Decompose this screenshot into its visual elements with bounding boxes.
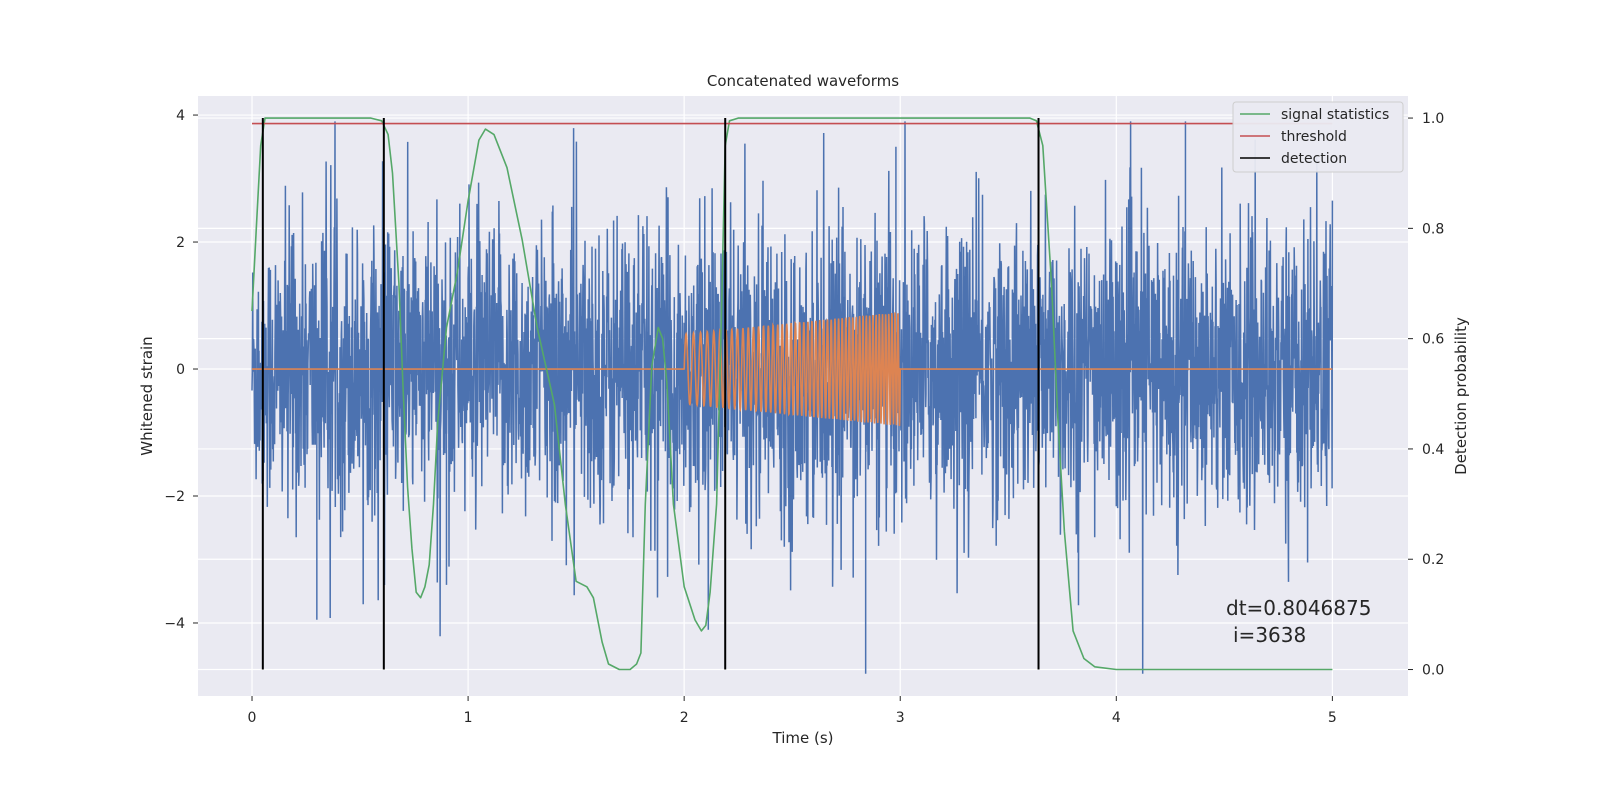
y2-tick-label: 1.0	[1422, 111, 1444, 127]
y-tick-label: −2	[164, 489, 185, 505]
y2-tick-label: 0.4	[1422, 442, 1444, 458]
y2-tick-label: 0.0	[1422, 663, 1444, 679]
series-layer	[251, 117, 1334, 674]
legend-label-threshold: threshold	[1281, 129, 1347, 145]
y-tick-label: 0	[176, 362, 185, 378]
strain-series	[251, 121, 1334, 674]
y-tick-label: 4	[176, 108, 185, 124]
x-tick-label: 3	[896, 710, 905, 726]
annotation-dt: dt=0.8046875	[1226, 596, 1371, 620]
legend-box	[1232, 101, 1404, 173]
x-tick-label: 1	[464, 710, 473, 726]
chart-title: Concatenated waveforms	[707, 72, 899, 90]
y2-tick-label: 0.2	[1422, 552, 1444, 568]
legend: signal statistics threshold detection	[1232, 101, 1404, 173]
annotation-i: i=3638	[1233, 623, 1306, 647]
x-tick-label: 0	[248, 710, 257, 726]
y-axis-label: Whitened strain	[138, 336, 156, 455]
y2-tick-label: 0.8	[1422, 221, 1444, 237]
x-axis-label: Time (s)	[772, 729, 834, 747]
x-tick-label: 2	[680, 710, 689, 726]
y2-tick-label: 0.6	[1422, 332, 1444, 348]
injected-waveform-series	[252, 312, 1333, 427]
signal-statistics-series	[251, 117, 1333, 671]
y2-axis-label: Detection probability	[1452, 317, 1470, 475]
legend-label-signal-statistics: signal statistics	[1281, 107, 1389, 123]
legend-label-detection: detection	[1281, 151, 1347, 167]
y-tick-label: −4	[164, 616, 185, 632]
ticks-layer: 0 1 2 3 4 5 −4 −2 0 2 4 0.0 0.2 0.4 0.6 0.8 1.0	[164, 108, 1444, 726]
x-tick-label: 5	[1328, 710, 1337, 726]
y-tick-label: 2	[176, 235, 185, 251]
x-tick-label: 4	[1112, 710, 1121, 726]
